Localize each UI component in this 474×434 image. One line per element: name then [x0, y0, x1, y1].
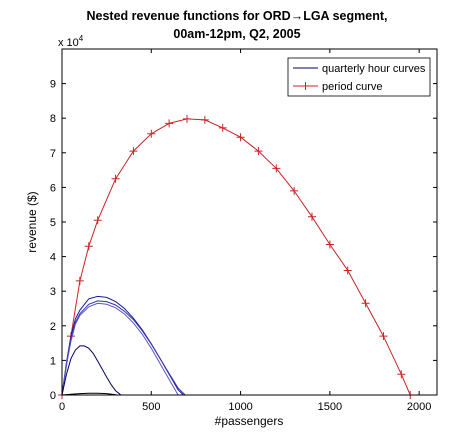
y-tick-label: 8 [50, 113, 56, 125]
y-tick-label: 9 [50, 79, 56, 91]
y-tick-label: 6 [50, 182, 56, 194]
legend-label-quarterly: quarterly hour curves [322, 63, 426, 75]
x-tick-label: 1000 [228, 401, 252, 413]
x-tick-label: 2000 [407, 401, 431, 413]
y-tick-label: 2 [50, 321, 56, 333]
y-tick-label: 7 [50, 148, 56, 160]
series-0-point [165, 119, 174, 128]
series-line-5 [61, 392, 118, 396]
y-multiplier-base: x 10 [58, 37, 79, 49]
series-0-point [343, 266, 352, 275]
series-0-point [308, 212, 316, 221]
chart-title-line-1: Nested revenue functions for ORD→LGA seg… [86, 9, 388, 23]
legend: quarterly hour curves period curve [287, 57, 431, 97]
plot-frame [61, 48, 438, 396]
series-line-3 [61, 302, 179, 396]
series-0-point [272, 164, 281, 173]
series-0-point [361, 299, 370, 308]
series-0-point [254, 147, 263, 156]
series-group [58, 114, 415, 399]
legend-label-period: period curve [322, 81, 383, 93]
series-0-point [236, 133, 245, 142]
x-tick-label: 0 [59, 401, 65, 413]
x-tick-label: 1500 [318, 401, 342, 413]
series-0-point [147, 129, 156, 138]
y-tick-label: 4 [50, 252, 56, 264]
series-0-point [84, 242, 93, 251]
series-0-point [379, 332, 388, 341]
y-tick-label: 1 [50, 355, 56, 367]
y-tick-label: 0 [50, 390, 56, 402]
y-tick-label: 3 [50, 286, 56, 298]
series-0-point [200, 115, 209, 124]
series-0-point [397, 370, 406, 379]
series-0-point [325, 240, 334, 249]
series-0-point [218, 123, 227, 132]
series-0-point [75, 276, 84, 285]
y-multiplier-exponent: 4 [79, 34, 84, 43]
y-multiplier-label: x 104 [58, 34, 84, 49]
axis-ticks: 0 500 1000 1500 2000 0 1 2 3 4 5 6 7 8 9 [50, 49, 437, 413]
series-0-point [93, 216, 102, 225]
series-0-point [111, 174, 120, 183]
y-axis-label: revenue ($) [25, 191, 39, 252]
series-0-point [290, 186, 299, 195]
series-line-4 [61, 345, 122, 396]
y-tick-label: 5 [50, 217, 56, 229]
x-axis-label: #passengers [215, 414, 284, 428]
plot-area [62, 49, 437, 395]
x-tick-label: 500 [142, 401, 160, 413]
legend-marker-period [301, 82, 310, 90]
legend-box [287, 57, 431, 97]
series-0-point [183, 114, 191, 123]
chart-title-line-2: 00am-12pm, Q2, 2005 [173, 27, 301, 41]
series-0-point [129, 147, 138, 156]
